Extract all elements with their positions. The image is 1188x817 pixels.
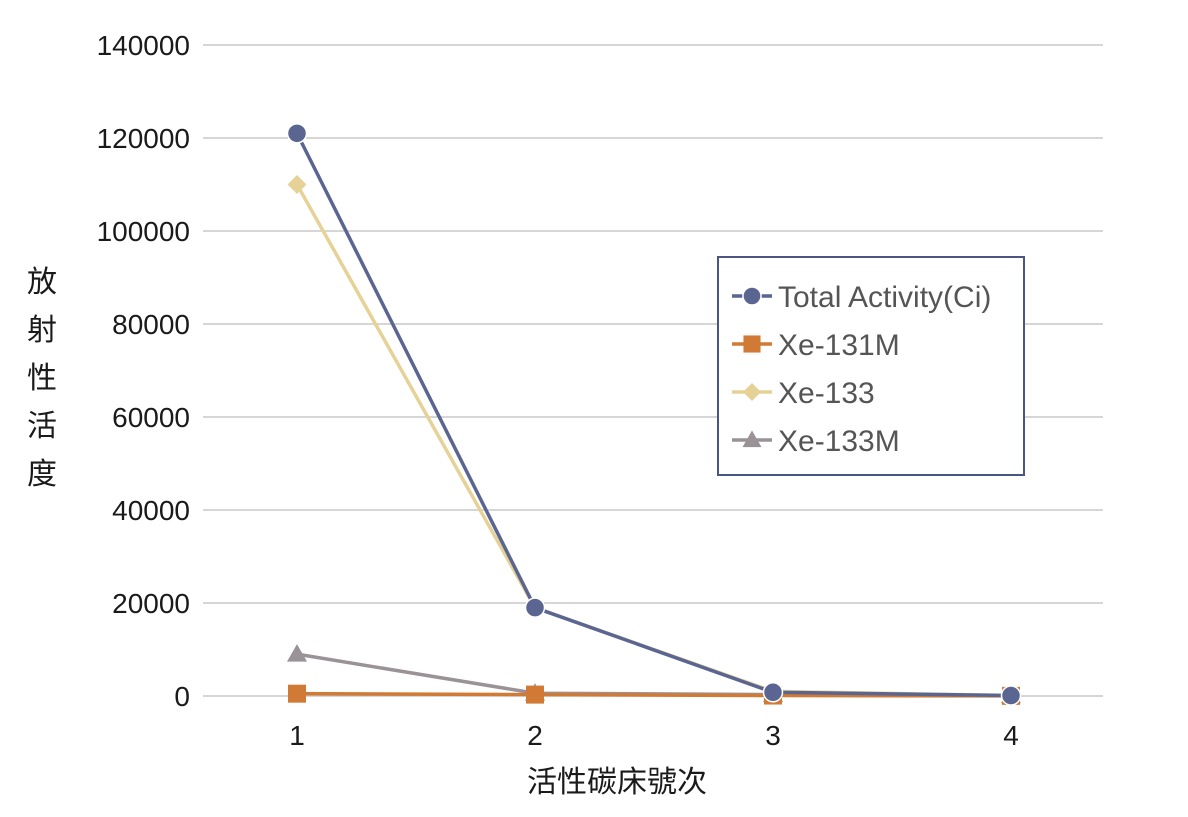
y-tick-label: 20000 (112, 588, 190, 619)
y-axis-title-char: 放 (27, 265, 57, 300)
x-tick-label: 1 (289, 720, 305, 751)
y-axis-title-char: 射 (27, 313, 57, 348)
y-axis-title-char: 性 (27, 361, 57, 396)
legend-label: Xe-131M (778, 329, 900, 362)
legend-label: Xe-133M (778, 425, 900, 458)
y-tick-label: 140000 (97, 30, 190, 61)
legend-marker (743, 335, 761, 353)
y-axis-title-char: 度 (27, 457, 57, 492)
data-point (287, 644, 307, 662)
legend-marker (742, 430, 762, 448)
series-group (286, 123, 1022, 706)
data-point (286, 123, 308, 144)
data-point (524, 597, 546, 618)
y-axis-title-char: 活 (27, 409, 57, 444)
data-point (526, 685, 544, 704)
data-point (288, 684, 306, 703)
x-axis-tick-labels: 1 2 3 4 (289, 720, 1019, 751)
gridlines (203, 44, 1103, 697)
y-tick-label: 80000 (112, 309, 190, 340)
x-tick-label: 4 (1003, 720, 1019, 751)
legend-marker (742, 382, 762, 402)
legend: Total Activity(Ci) Xe-131M Xe-133 Xe-133M (717, 256, 1025, 476)
data-point (1000, 685, 1022, 706)
y-axis-tick-labels: 0 20000 40000 60000 80000 100000 120000 140000 (97, 30, 190, 712)
series-line (296, 691, 1012, 698)
legend-marker (742, 286, 762, 306)
legend-label: Xe-133 (778, 377, 875, 410)
data-point (762, 682, 784, 703)
y-tick-label: 60000 (112, 402, 190, 433)
series-line (295, 132, 1012, 698)
y-tick-label: 100000 (97, 216, 190, 247)
y-tick-label: 0 (174, 681, 190, 712)
legend-label: Total Activity(Ci) (778, 281, 991, 314)
y-tick-label: 40000 (112, 495, 190, 526)
series-line (296, 652, 1012, 698)
y-tick-label: 120000 (97, 123, 190, 154)
x-tick-label: 2 (527, 720, 543, 751)
data-point (287, 175, 307, 194)
x-tick-label: 3 (765, 720, 781, 751)
x-axis-title: 活性碳床號次 (527, 765, 707, 800)
